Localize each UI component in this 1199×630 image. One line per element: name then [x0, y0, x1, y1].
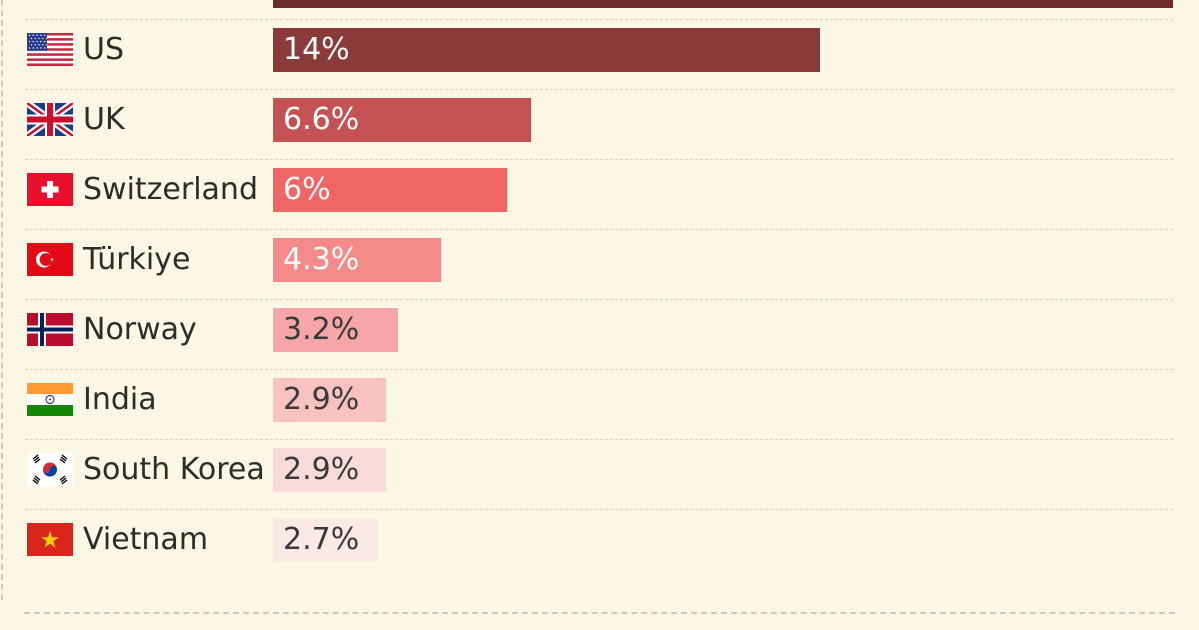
- bar-row: India 2.9%: [25, 370, 1173, 440]
- turkiye-flag-icon: [27, 243, 73, 276]
- category-label: Vietnam: [83, 522, 209, 557]
- row-divider: [25, 229, 1173, 230]
- category-label: Norway: [83, 312, 197, 347]
- vietnam-flag-icon: [27, 523, 73, 556]
- data-label: 6.6%: [283, 102, 360, 137]
- row-divider: [25, 439, 1173, 440]
- data-label: 2.9%: [283, 382, 360, 417]
- row-divider-top: [25, 19, 1173, 20]
- bar-row: Vietnam 2.7%: [25, 510, 1173, 580]
- uk-flag-icon: [27, 103, 73, 136]
- bar: [273, 378, 386, 422]
- category-label: UK: [83, 102, 125, 137]
- bar-row: UK 6.6%: [25, 90, 1173, 160]
- south-korea-flag-icon: [27, 453, 73, 486]
- row-divider: [25, 159, 1173, 160]
- data-label: 2.9%: [283, 452, 360, 487]
- category-label: US: [83, 32, 125, 67]
- norway-flag-icon: [27, 313, 73, 346]
- india-flag-icon: [27, 383, 73, 416]
- bar: [273, 98, 531, 142]
- us-flag-icon: [27, 33, 73, 66]
- bar-row: Switzerland 6%: [25, 160, 1173, 230]
- row-divider: [25, 299, 1173, 300]
- bottom-dashed-rule: [24, 612, 1175, 614]
- bar-partial-top: [273, 0, 1173, 8]
- data-label: 6%: [283, 172, 331, 207]
- bar: [273, 448, 386, 492]
- bar-row: Norway 3.2%: [25, 300, 1173, 370]
- category-label: India: [83, 382, 157, 417]
- category-label: Türkiye: [83, 242, 191, 277]
- row-divider: [25, 369, 1173, 370]
- bar-row: Türkiye 4.3%: [25, 230, 1173, 300]
- bar-row: US 14%: [25, 20, 1173, 90]
- bar: [273, 308, 398, 352]
- row-divider: [25, 89, 1173, 90]
- row-divider: [25, 509, 1173, 510]
- bar-row: South Korea 2.9%: [25, 440, 1173, 510]
- category-label: South Korea: [83, 452, 265, 487]
- bar: [273, 28, 820, 72]
- bar: [273, 168, 507, 212]
- switzerland-flag-icon: [27, 173, 73, 206]
- data-label: 2.7%: [283, 522, 360, 557]
- bar: [273, 238, 441, 282]
- bar: [273, 518, 378, 562]
- data-label: 14%: [283, 32, 350, 67]
- category-label: Switzerland: [83, 172, 258, 207]
- data-label: 3.2%: [283, 312, 360, 347]
- data-label: 4.3%: [283, 242, 360, 277]
- left-dashed-border: [1, 0, 3, 600]
